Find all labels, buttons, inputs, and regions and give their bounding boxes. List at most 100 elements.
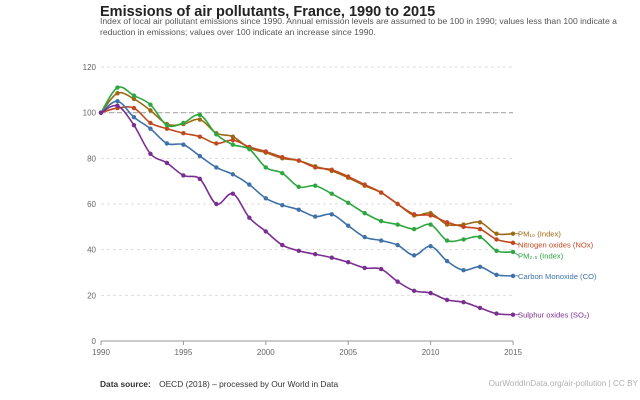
- data-point[interactable]: [197, 134, 203, 139]
- data-point[interactable]: [164, 126, 170, 131]
- data-point[interactable]: [148, 126, 153, 131]
- data-point[interactable]: [362, 234, 367, 240]
- data-point[interactable]: [461, 224, 466, 230]
- data-point[interactable]: [115, 91, 120, 96]
- data-point[interactable]: [346, 223, 351, 228]
- data-point[interactable]: [115, 103, 120, 109]
- data-point[interactable]: [494, 231, 499, 236]
- data-point[interactable]: [461, 237, 466, 242]
- data-point[interactable]: [131, 123, 137, 128]
- data-point[interactable]: [131, 105, 137, 111]
- data-point[interactable]: [230, 134, 236, 139]
- data-point[interactable]: [313, 183, 318, 188]
- data-point[interactable]: [329, 255, 334, 260]
- series-4[interactable]: [98, 103, 516, 317]
- data-point[interactable]: [181, 173, 186, 178]
- data-point[interactable]: [131, 93, 137, 98]
- data-point[interactable]: [346, 260, 351, 265]
- data-point[interactable]: [329, 167, 334, 172]
- data-point[interactable]: [115, 99, 120, 104]
- data-point[interactable]: [395, 201, 400, 207]
- data-point[interactable]: [263, 165, 268, 170]
- series-2[interactable]: [98, 85, 516, 255]
- data-point[interactable]: [263, 149, 268, 154]
- data-point[interactable]: [411, 212, 417, 217]
- data-point[interactable]: [395, 242, 400, 248]
- data-point[interactable]: [197, 112, 203, 118]
- data-point[interactable]: [428, 213, 433, 218]
- data-point[interactable]: [197, 176, 203, 182]
- data-point[interactable]: [477, 226, 483, 232]
- data-point[interactable]: [461, 268, 466, 273]
- data-point[interactable]: [362, 182, 367, 187]
- data-point[interactable]: [131, 96, 137, 102]
- source-url-link[interactable]: OurWorldInData.org/air-pollution | CC BY: [488, 379, 638, 388]
- data-point[interactable]: [329, 212, 334, 217]
- data-point[interactable]: [378, 238, 384, 243]
- data-point[interactable]: [296, 158, 301, 163]
- data-point[interactable]: [313, 214, 318, 219]
- data-point[interactable]: [395, 279, 400, 284]
- data-point[interactable]: [115, 85, 120, 90]
- series-3[interactable]: [98, 99, 516, 279]
- data-point[interactable]: [444, 258, 450, 264]
- data-point[interactable]: [411, 288, 417, 293]
- data-point[interactable]: [428, 244, 433, 249]
- data-point[interactable]: [296, 184, 301, 190]
- data-point[interactable]: [494, 237, 499, 242]
- data-point[interactable]: [411, 226, 417, 232]
- data-point[interactable]: [148, 120, 153, 126]
- series-line[interactable]: [100, 86, 514, 254]
- data-point[interactable]: [395, 222, 400, 227]
- data-point[interactable]: [98, 110, 104, 115]
- data-point[interactable]: [428, 222, 433, 227]
- data-point[interactable]: [214, 132, 219, 137]
- data-point[interactable]: [164, 141, 170, 146]
- data-point[interactable]: [477, 305, 483, 311]
- data-point[interactable]: [230, 137, 236, 143]
- data-point[interactable]: [378, 190, 384, 195]
- data-point[interactable]: [494, 272, 499, 277]
- data-point[interactable]: [280, 202, 285, 208]
- data-point[interactable]: [280, 242, 285, 248]
- data-point[interactable]: [296, 207, 301, 212]
- data-point[interactable]: [477, 264, 483, 269]
- data-point[interactable]: [329, 191, 334, 196]
- data-point[interactable]: [148, 102, 153, 107]
- data-point[interactable]: [280, 170, 285, 176]
- data-point[interactable]: [263, 196, 268, 201]
- data-point[interactable]: [313, 165, 318, 170]
- data-point[interactable]: [461, 299, 466, 305]
- data-point[interactable]: [477, 220, 483, 225]
- data-point[interactable]: [263, 229, 268, 234]
- data-point[interactable]: [444, 238, 450, 243]
- data-point[interactable]: [428, 290, 433, 296]
- data-point[interactable]: [296, 248, 301, 254]
- series-1[interactable]: [98, 105, 516, 246]
- data-point[interactable]: [346, 200, 351, 206]
- data-point[interactable]: [444, 220, 450, 225]
- data-point[interactable]: [494, 311, 499, 316]
- data-point[interactable]: [230, 142, 236, 147]
- data-point[interactable]: [230, 172, 236, 177]
- data-point[interactable]: [148, 151, 153, 156]
- data-point[interactable]: [280, 154, 285, 160]
- data-point[interactable]: [230, 191, 236, 196]
- data-point[interactable]: [247, 147, 252, 152]
- data-point[interactable]: [411, 253, 417, 258]
- data-point[interactable]: [181, 142, 186, 147]
- data-point[interactable]: [247, 215, 252, 220]
- data-point[interactable]: [378, 266, 384, 272]
- data-point[interactable]: [214, 141, 219, 146]
- data-point[interactable]: [148, 108, 153, 113]
- data-point[interactable]: [477, 234, 483, 240]
- series-line[interactable]: [100, 104, 514, 316]
- data-point[interactable]: [181, 120, 186, 126]
- data-point[interactable]: [494, 248, 499, 254]
- data-point[interactable]: [214, 201, 219, 207]
- data-point[interactable]: [378, 218, 384, 224]
- data-point[interactable]: [164, 160, 170, 166]
- data-point[interactable]: [197, 117, 203, 122]
- data-point[interactable]: [197, 153, 203, 159]
- data-point[interactable]: [214, 165, 219, 170]
